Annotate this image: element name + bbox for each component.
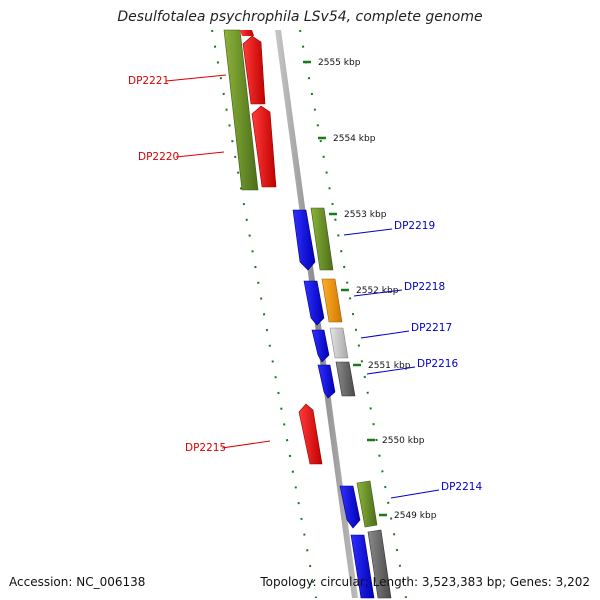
gene-labels: DP2221 DP2220 DP2219 DP2218 DP2217 DP2216 DP22… (128, 74, 482, 499)
tick-label: 2555 kbp (318, 58, 361, 68)
accession-text: Accession: NC_006138 (9, 575, 146, 589)
gene-label-leader (343, 228, 393, 236)
tick-label: 2549 kbp (394, 511, 437, 521)
gene-feature-dp2217[interactable] (329, 327, 349, 359)
tick-marks: 2555 kbp 2554 kbp 2553 kbp 2552 kbp 2551 kbp… (303, 58, 437, 521)
gene-label-dp2214[interactable]: DP2214 (441, 481, 482, 493)
gene-feature-dp2216-blue[interactable] (317, 364, 336, 399)
gene-label-leader (175, 151, 225, 158)
gene-label-leader (353, 289, 403, 297)
gene-feature-dp2215[interactable] (298, 403, 323, 465)
gene-label-leader (390, 489, 440, 499)
gene-feature-dp2214[interactable] (356, 480, 378, 528)
gene-feature-bottom-grey[interactable] (367, 529, 392, 599)
gene-feature-dp2219-blue[interactable] (292, 209, 316, 271)
inner-tick-rail (211, 29, 317, 599)
gene-label-dp2216[interactable]: DP2216 (417, 358, 458, 370)
gene-label-dp2218[interactable]: DP2218 (404, 281, 445, 293)
outer-tick-rail (299, 29, 407, 599)
gene-feature-dp2214-blue[interactable] (339, 485, 361, 529)
gene-label-dp2221[interactable]: DP2221 (128, 75, 169, 87)
tick-label: 2553 kbp (344, 210, 387, 220)
tick-label: 2550 kbp (382, 436, 425, 446)
gene-feature-dp2218[interactable] (321, 278, 343, 323)
gene-label-dp2220[interactable]: DP2220 (138, 151, 179, 163)
gene-label-leader (360, 330, 410, 339)
topology-text: Topology: circular; Length: 3,523,383 bp… (260, 575, 590, 589)
tick-label: 2552 kbp (356, 286, 399, 296)
gene-feature-partial-top[interactable] (240, 30, 254, 36)
gene-feature-dp2219[interactable] (310, 207, 334, 271)
tick-rails (211, 29, 407, 599)
gene-feature-dp2221-dp2220[interactable] (223, 29, 259, 191)
gene-feature-dp2221[interactable] (242, 35, 266, 105)
gene-feature-dp2217-blue[interactable] (311, 329, 330, 363)
gene-label-leader (165, 74, 227, 82)
gene-feature-dp2220[interactable] (251, 105, 277, 188)
gene-label-dp2219[interactable]: DP2219 (394, 220, 435, 232)
gene-feature-bottom-blue[interactable] (350, 534, 375, 599)
gene-label-dp2215[interactable]: DP2215 (185, 442, 226, 454)
gene-label-leader (221, 440, 271, 449)
gene-label-leader (366, 366, 416, 375)
gene-features (223, 29, 392, 599)
tick-label: 2551 kbp (368, 361, 411, 371)
gene-feature-dp2218-blue[interactable] (303, 280, 325, 326)
map-title: Desulfotalea psychrophila LSv54, complet… (117, 9, 483, 25)
gene-label-dp2217[interactable]: DP2217 (411, 322, 452, 334)
tick-label: 2554 kbp (333, 134, 376, 144)
gene-feature-dp2216[interactable] (335, 361, 356, 397)
